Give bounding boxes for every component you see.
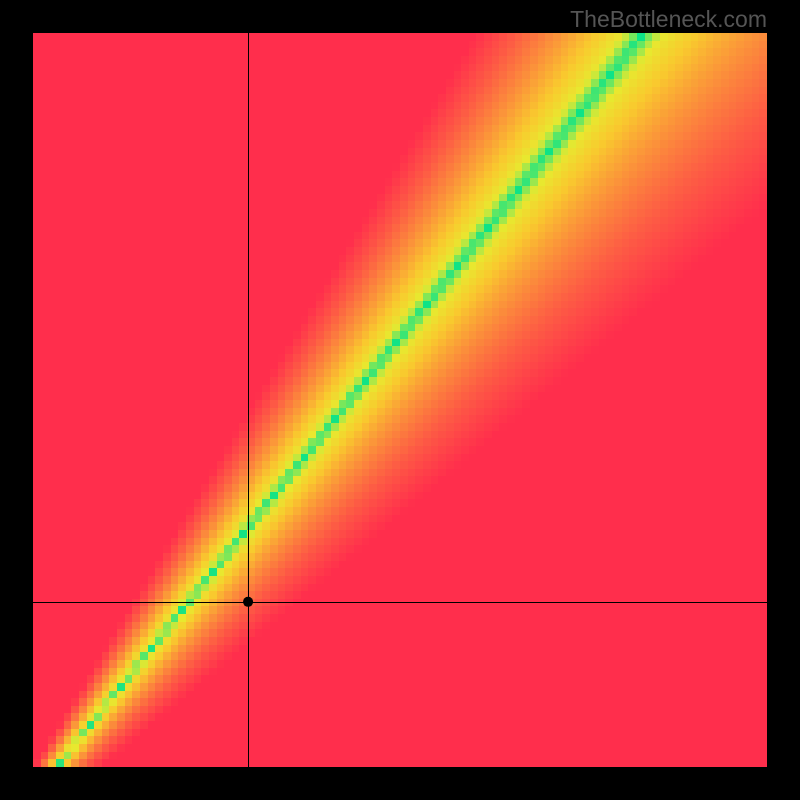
- watermark-text: TheBottleneck.com: [570, 6, 767, 33]
- chart-container: TheBottleneck.com: [0, 0, 800, 800]
- bottleneck-heatmap: [0, 0, 800, 800]
